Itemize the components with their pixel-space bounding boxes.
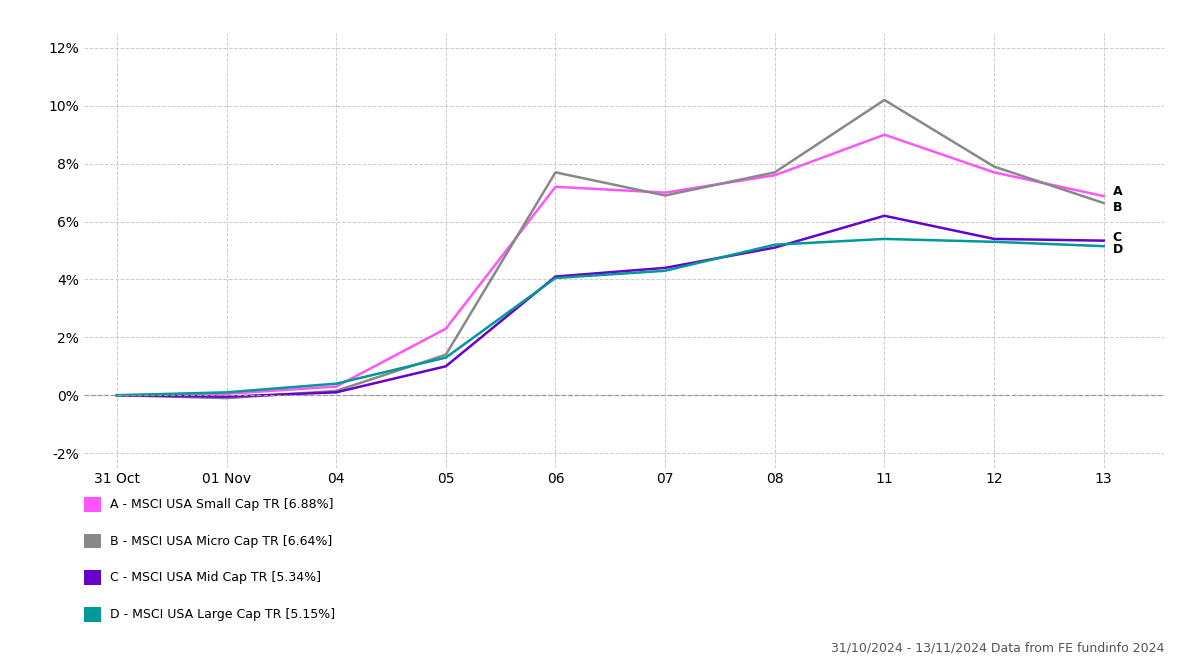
Text: C: C (1112, 230, 1122, 244)
Text: C - MSCI USA Mid Cap TR [5.34%]: C - MSCI USA Mid Cap TR [5.34%] (110, 571, 322, 584)
Text: 31/10/2024 - 13/11/2024 Data from FE fundinfo 2024: 31/10/2024 - 13/11/2024 Data from FE fun… (830, 642, 1164, 655)
Text: A - MSCI USA Small Cap TR [6.88%]: A - MSCI USA Small Cap TR [6.88%] (110, 498, 334, 511)
Text: D - MSCI USA Large Cap TR [5.15%]: D - MSCI USA Large Cap TR [5.15%] (110, 608, 336, 621)
Text: D: D (1112, 243, 1123, 256)
Text: B: B (1112, 201, 1122, 214)
Text: B - MSCI USA Micro Cap TR [6.64%]: B - MSCI USA Micro Cap TR [6.64%] (110, 534, 332, 548)
Text: A: A (1112, 185, 1122, 198)
